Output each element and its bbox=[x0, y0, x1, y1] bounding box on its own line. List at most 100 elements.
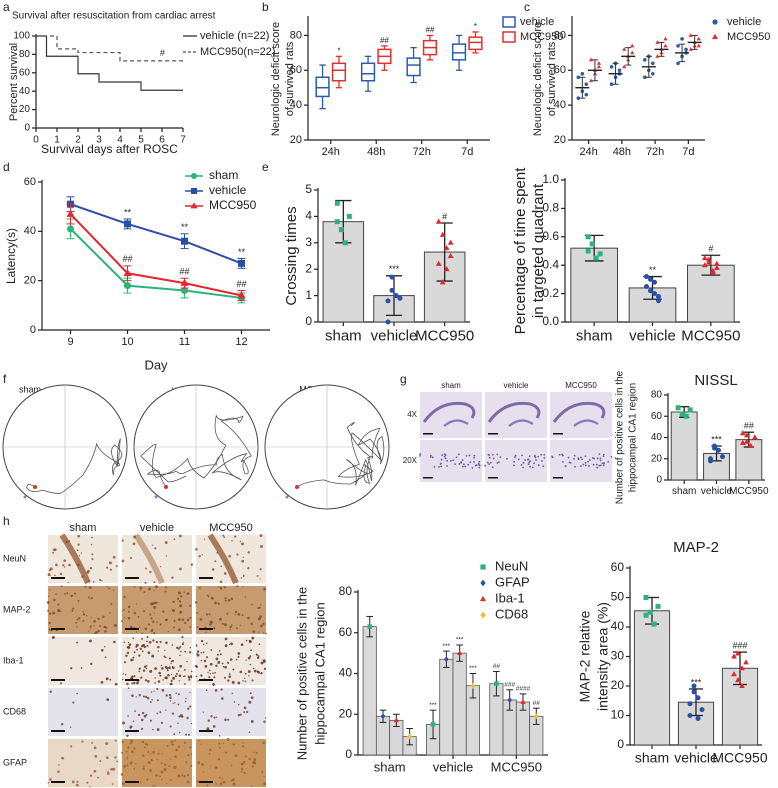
stained-cell bbox=[165, 641, 168, 645]
stained-cell bbox=[218, 735, 221, 737]
y-axis-label: Neurologic deficit score bbox=[270, 22, 282, 136]
neuron-band bbox=[133, 533, 165, 585]
stained-cell bbox=[61, 585, 63, 587]
stained-cell bbox=[199, 618, 203, 621]
stained-cell bbox=[89, 625, 92, 628]
stained-cell bbox=[171, 609, 174, 611]
scale-bar bbox=[125, 628, 139, 630]
stained-cell bbox=[196, 652, 198, 655]
stained-cell bbox=[200, 659, 202, 662]
annotation: ## bbox=[425, 26, 434, 35]
stained-cell bbox=[149, 769, 152, 772]
stained-cell bbox=[231, 764, 233, 767]
stained-cell bbox=[141, 650, 144, 653]
stained-cell bbox=[48, 621, 51, 625]
stained-cell bbox=[231, 539, 233, 542]
stained-cell bbox=[174, 740, 177, 742]
stained-cell bbox=[131, 694, 134, 697]
stained-cell bbox=[93, 625, 95, 627]
cell bbox=[541, 460, 543, 462]
data-point bbox=[688, 47, 693, 51]
annotation: *** bbox=[443, 643, 451, 650]
data-point bbox=[743, 438, 750, 444]
stained-cell bbox=[251, 636, 255, 640]
stained-cell bbox=[108, 587, 111, 590]
data-point bbox=[180, 278, 189, 286]
stained-cell bbox=[107, 770, 110, 773]
data-point bbox=[520, 699, 526, 704]
stained-cell bbox=[195, 644, 198, 647]
stained-cell bbox=[97, 629, 100, 633]
data-point bbox=[443, 266, 450, 272]
x-axis-label: Survival days after ROSC bbox=[41, 142, 178, 156]
stained-cell bbox=[183, 775, 186, 778]
box bbox=[451, 43, 467, 61]
stained-cell bbox=[253, 669, 257, 673]
stained-cell bbox=[91, 536, 93, 539]
stained-cell bbox=[213, 716, 216, 719]
stained-cell bbox=[142, 643, 146, 647]
stained-cell bbox=[134, 710, 136, 713]
panel-letter: h bbox=[3, 514, 10, 528]
y-tick-label: 1.0 bbox=[542, 172, 559, 186]
y-tick-label: 40 bbox=[290, 99, 302, 111]
y-tick-label: 60 bbox=[554, 64, 566, 76]
cell bbox=[484, 464, 486, 467]
stained-cell bbox=[172, 676, 175, 680]
stained-cell bbox=[259, 534, 263, 538]
stained-cell bbox=[98, 578, 102, 582]
legend-label: MCC950 bbox=[520, 31, 563, 43]
data-point bbox=[447, 239, 454, 245]
data-point bbox=[584, 82, 589, 87]
x-tick-label: MCC950 bbox=[415, 327, 474, 344]
data-point bbox=[585, 248, 591, 254]
stained-cell bbox=[177, 693, 180, 696]
stained-cell bbox=[149, 669, 153, 673]
stained-cell bbox=[240, 770, 243, 773]
stained-cell bbox=[176, 646, 179, 649]
stained-cell bbox=[241, 614, 244, 617]
scale-bar bbox=[51, 781, 65, 783]
stained-cell bbox=[162, 610, 165, 613]
stained-cell bbox=[237, 655, 240, 658]
data-point bbox=[181, 287, 188, 295]
stained-cell bbox=[209, 662, 213, 666]
annotation: ** bbox=[649, 265, 657, 275]
stained-cell bbox=[47, 595, 50, 597]
data-point bbox=[630, 43, 635, 48]
stained-cell bbox=[185, 733, 188, 736]
stained-cell bbox=[82, 613, 86, 616]
stained-cell bbox=[140, 727, 144, 731]
stained-cell bbox=[175, 672, 178, 675]
stained-cell bbox=[206, 594, 209, 597]
stained-cell bbox=[157, 752, 160, 755]
stained-cell bbox=[113, 623, 117, 627]
stained-cell bbox=[60, 682, 62, 685]
cell bbox=[584, 455, 587, 458]
stained-cell bbox=[222, 534, 225, 537]
stained-cell bbox=[205, 631, 207, 633]
stained-cell bbox=[214, 560, 217, 563]
x-tick-label: 3 bbox=[96, 135, 102, 146]
data-point bbox=[751, 434, 758, 440]
scale-bar bbox=[488, 477, 498, 479]
cell bbox=[573, 457, 576, 460]
cell bbox=[596, 466, 599, 469]
stained-cell bbox=[208, 676, 211, 679]
cell bbox=[431, 456, 434, 459]
stained-cell bbox=[205, 689, 208, 692]
stained-cell bbox=[168, 657, 171, 660]
data-point bbox=[407, 733, 412, 740]
stained-cell bbox=[196, 626, 199, 629]
stained-cell bbox=[101, 580, 103, 582]
data-point bbox=[533, 713, 539, 720]
data-point bbox=[656, 298, 661, 304]
ihc-image bbox=[122, 739, 192, 787]
cell bbox=[567, 456, 570, 459]
start-point bbox=[33, 485, 37, 489]
stained-cell bbox=[245, 639, 248, 642]
stained-cell bbox=[250, 720, 254, 723]
stained-cell bbox=[244, 596, 247, 598]
stained-cell bbox=[233, 701, 236, 703]
stained-cell bbox=[164, 763, 167, 766]
